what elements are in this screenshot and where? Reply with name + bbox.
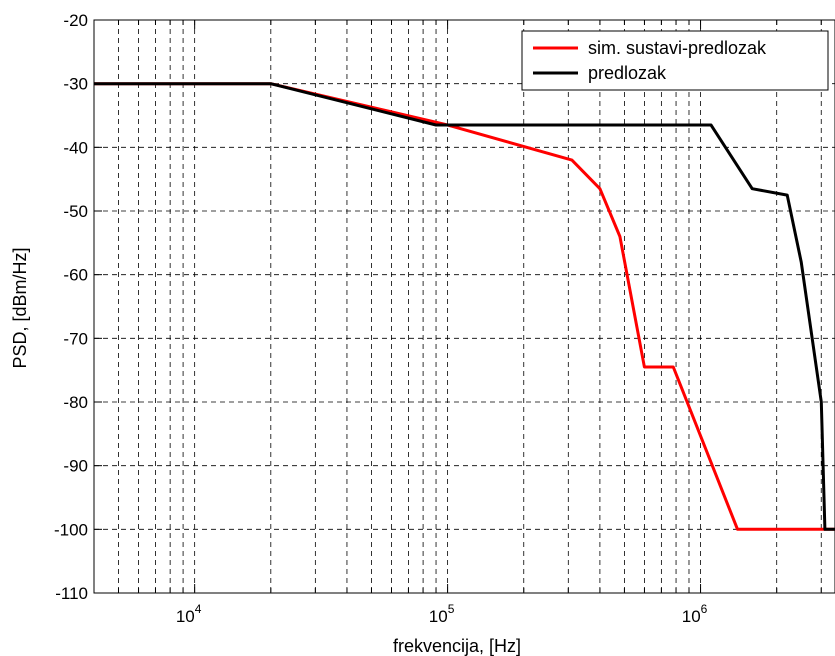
x-tick-exponent: 6 (701, 602, 708, 616)
plot-area (94, 20, 835, 593)
x-tick-labels: 104 105 106 (176, 602, 708, 626)
legend-label-predlozak: predlozak (588, 63, 667, 83)
x-tick-label: 105 (429, 602, 455, 626)
y-tick-label: -40 (63, 138, 88, 157)
y-tick-label: -70 (63, 329, 88, 348)
legend: sim. sustavi-predlozak predlozak (521, 30, 829, 91)
legend-box (521, 30, 829, 91)
y-tick-label: -80 (63, 393, 88, 412)
series-line-predlozak (94, 82, 835, 531)
x-tick-base: 10 (429, 607, 448, 626)
plot-frame (93, 19, 835, 594)
x-axis-label: frekvencija, [Hz] (393, 636, 521, 656)
x-tick-label: 106 (682, 602, 708, 626)
x-tick-base: 10 (682, 607, 701, 626)
y-tick-label: -110 (55, 584, 88, 603)
y-tick-label: -100 (54, 520, 88, 539)
x-tick-exponent: 5 (448, 602, 455, 616)
grid (94, 19, 835, 594)
x-tick-base: 10 (176, 607, 195, 626)
series-layer (94, 82, 835, 531)
y-tick-label: -90 (63, 457, 88, 476)
y-tick-label: -60 (63, 266, 88, 285)
x-tick-exponent: 4 (195, 602, 202, 616)
y-axis-label: PSD, [dBm/Hz] (10, 247, 30, 368)
y-tick-label: -50 (63, 202, 88, 221)
y-tick-label: -20 (63, 11, 88, 30)
y-tick-labels: -20 -30 -40 -50 -60 -70 -80 -90 -100 -110 (54, 11, 88, 603)
legend-label-sim: sim. sustavi-predlozak (588, 38, 767, 58)
y-tick-label: -30 (63, 75, 88, 94)
x-tick-label: 104 (176, 602, 202, 626)
